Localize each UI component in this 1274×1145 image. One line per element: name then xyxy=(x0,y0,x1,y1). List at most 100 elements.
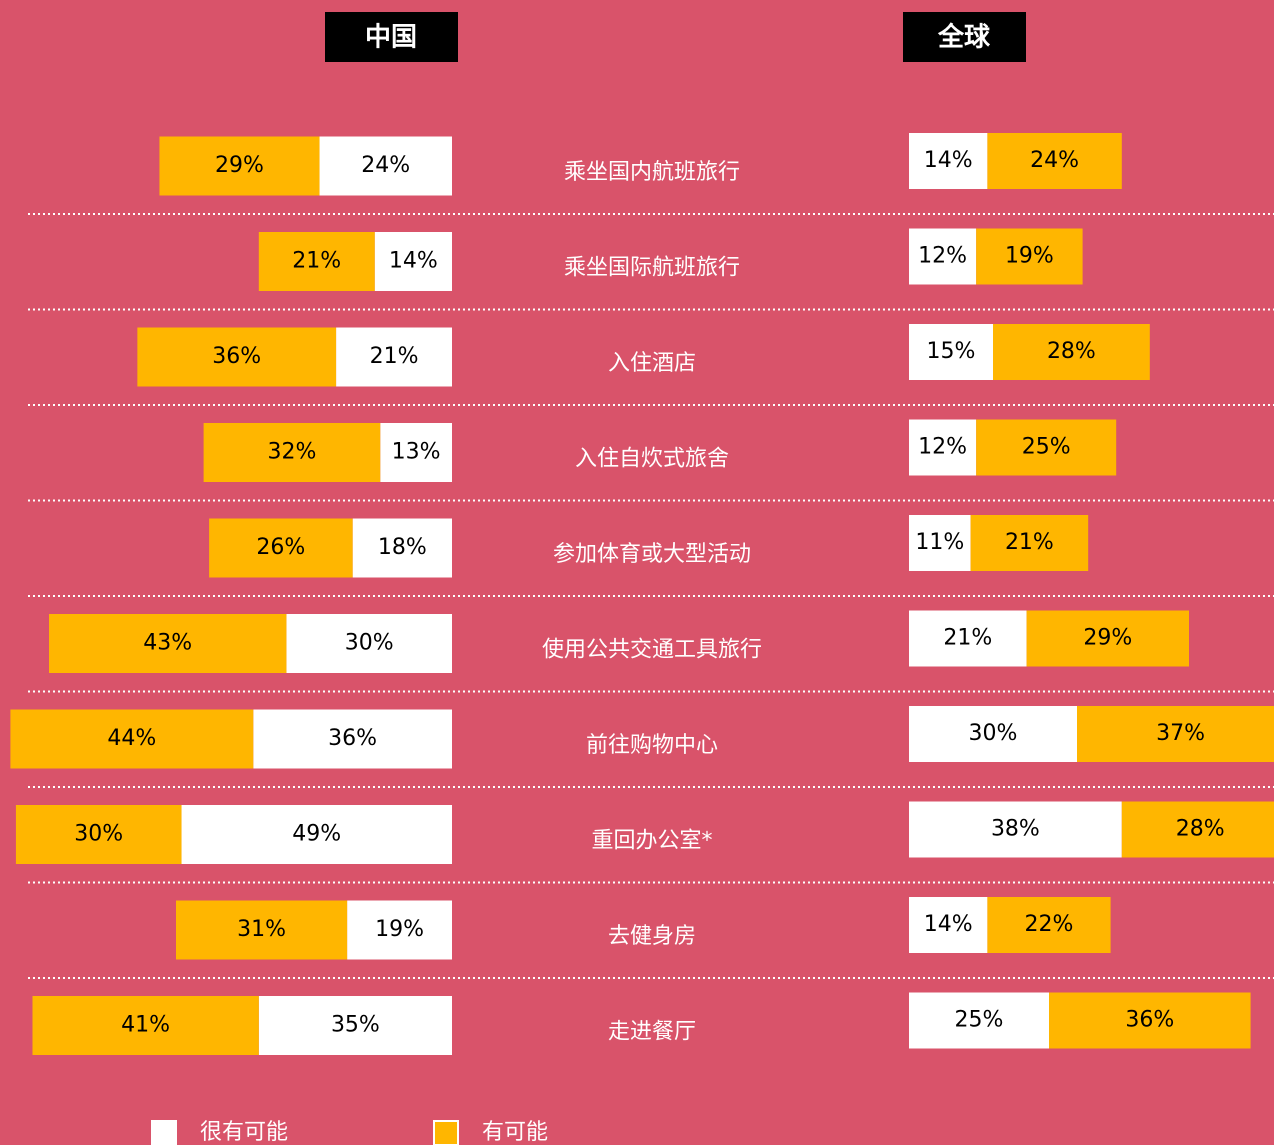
value-label: 26% xyxy=(256,535,305,560)
bar-segment xyxy=(1026,610,1189,667)
bar-segment xyxy=(374,232,452,291)
value-label: 28% xyxy=(1176,817,1225,842)
value-label: 30% xyxy=(345,631,394,656)
bar-segment xyxy=(10,709,254,769)
value-label: 35% xyxy=(331,1013,380,1038)
value-label: 32% xyxy=(267,440,316,465)
value-label: 14% xyxy=(389,249,438,274)
category-label: 使用公共交通工具旅行 xyxy=(542,638,762,663)
value-label: 14% xyxy=(924,912,973,937)
bar-segment xyxy=(336,327,452,387)
bar-segment xyxy=(159,136,320,196)
bar-segment xyxy=(1049,992,1251,1049)
category-label: 前往购物中心 xyxy=(586,733,718,758)
value-label: 19% xyxy=(375,917,424,942)
bar-segment xyxy=(909,992,1049,1049)
legend-swatch xyxy=(151,1120,177,1145)
bar-segment xyxy=(253,709,452,769)
bar-segment xyxy=(352,518,452,578)
bar-segment xyxy=(32,996,259,1055)
value-label: 49% xyxy=(292,822,341,847)
bar-segment xyxy=(286,614,452,673)
category-label: 乘坐国内航班旅行 xyxy=(564,160,740,185)
value-label: 36% xyxy=(328,726,377,751)
bar-segment xyxy=(976,419,1117,476)
bar-segment xyxy=(258,232,375,291)
value-label: 43% xyxy=(143,631,192,656)
value-label: 25% xyxy=(1022,435,1071,460)
value-label: 36% xyxy=(1125,1008,1174,1033)
value-label: 29% xyxy=(1083,626,1132,651)
category-label: 去健身房 xyxy=(608,924,696,949)
bar-segment xyxy=(1077,706,1274,762)
category-label: 重回办公室* xyxy=(591,829,712,854)
value-label: 21% xyxy=(1005,530,1054,555)
value-label: 38% xyxy=(991,817,1040,842)
value-label: 30% xyxy=(969,721,1018,746)
value-label: 12% xyxy=(918,435,967,460)
value-label: 15% xyxy=(927,339,976,364)
bar-segment xyxy=(909,801,1122,858)
title-box xyxy=(903,12,1026,62)
value-label: 41% xyxy=(121,1013,170,1038)
value-label: 18% xyxy=(378,535,427,560)
value-label: 13% xyxy=(392,440,441,465)
bar-segment xyxy=(909,515,971,571)
bar-segment xyxy=(137,327,337,387)
value-label: 12% xyxy=(918,244,967,269)
bar-segment xyxy=(909,706,1077,762)
bar-segment xyxy=(49,614,287,673)
value-label: 21% xyxy=(943,626,992,651)
bar-segment xyxy=(203,423,381,482)
bar-segment xyxy=(209,518,353,578)
value-label: 24% xyxy=(1030,148,1079,173)
chart-title: 中国 xyxy=(365,23,417,53)
value-label: 30% xyxy=(74,822,123,847)
bar-segment xyxy=(993,324,1150,380)
value-label: 25% xyxy=(955,1008,1004,1033)
bar-segment xyxy=(909,228,977,285)
value-label: 28% xyxy=(1047,339,1096,364)
bar-segment xyxy=(176,900,348,960)
value-label: 19% xyxy=(1005,244,1054,269)
value-label: 22% xyxy=(1025,912,1074,937)
value-label: 11% xyxy=(915,530,964,555)
bar-segment xyxy=(319,136,452,196)
bar-segment xyxy=(976,228,1083,285)
value-label: 29% xyxy=(215,153,264,178)
bar-segment xyxy=(181,805,452,864)
value-label: 21% xyxy=(370,344,419,369)
category-label: 参加体育或大型活动 xyxy=(553,542,751,567)
title-box xyxy=(325,12,458,62)
bar-segment xyxy=(380,423,452,482)
category-label: 乘坐国际航班旅行 xyxy=(564,256,740,281)
value-label: 21% xyxy=(292,249,341,274)
chart-title: 全球 xyxy=(937,22,991,53)
bar-segment xyxy=(909,897,988,953)
value-label: 24% xyxy=(361,153,410,178)
legend-label: 有可能 xyxy=(482,1120,548,1145)
category-label: 走进餐厅 xyxy=(608,1020,696,1045)
bar-segment xyxy=(909,133,988,189)
category-label: 入住自炊式旅舍 xyxy=(575,447,729,472)
bar-segment xyxy=(909,324,993,380)
value-label: 44% xyxy=(107,726,156,751)
bar-segment xyxy=(258,996,452,1055)
value-label: 14% xyxy=(924,148,973,173)
bar-segment xyxy=(987,897,1111,953)
bar-segment xyxy=(1121,801,1274,858)
bar-segment xyxy=(970,515,1089,571)
category-label: 入住酒店 xyxy=(608,351,696,376)
bar-segment xyxy=(347,900,452,960)
value-label: 37% xyxy=(1156,721,1205,746)
bar-segment xyxy=(909,610,1027,667)
value-label: 36% xyxy=(212,344,261,369)
bar-segment xyxy=(15,805,182,864)
bar-segment xyxy=(987,133,1122,189)
value-label: 31% xyxy=(237,917,286,942)
bar-segment xyxy=(909,419,977,476)
legend-swatch xyxy=(433,1120,459,1145)
legend-label: 很有可能 xyxy=(200,1120,288,1145)
